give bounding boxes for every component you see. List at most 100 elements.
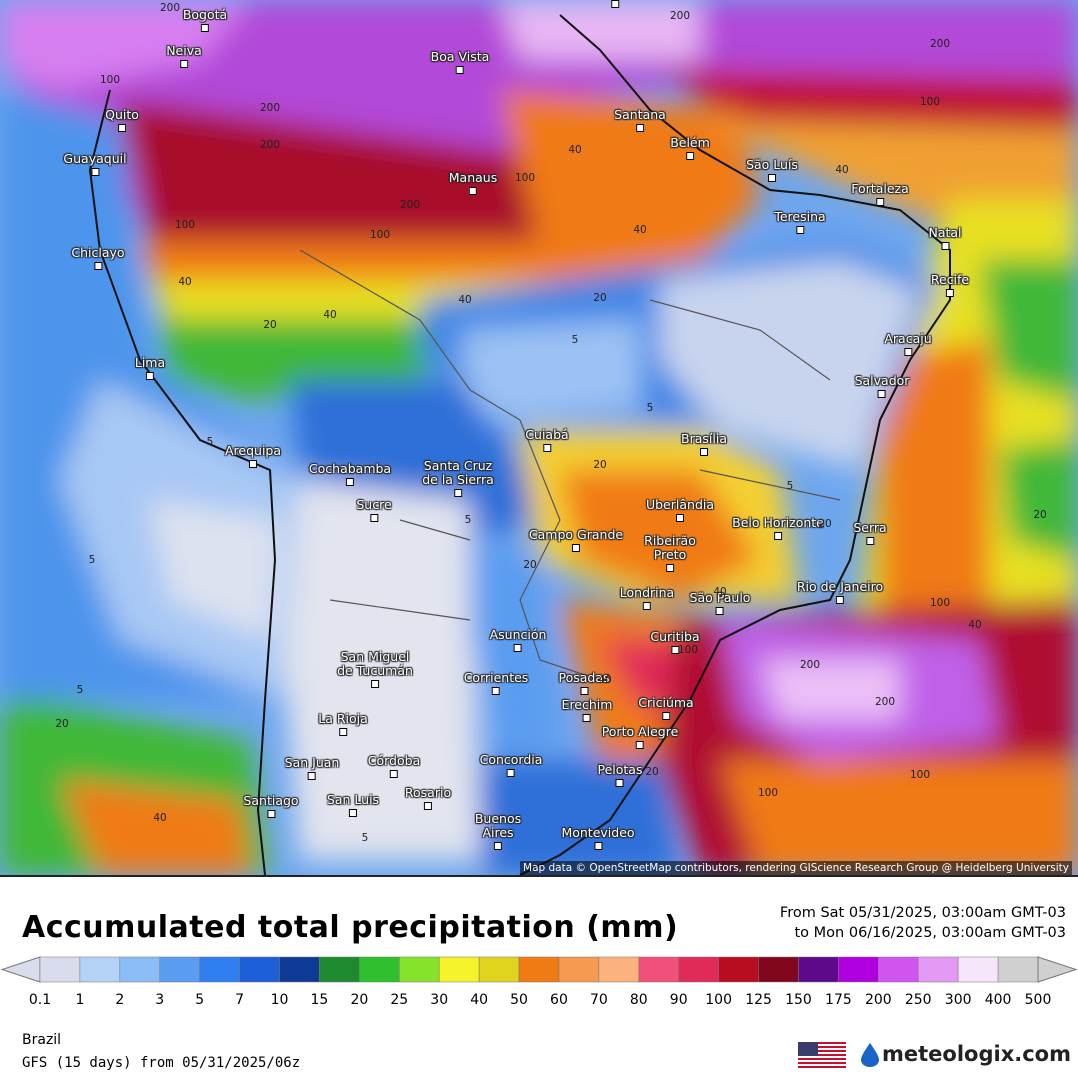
scale-box <box>957 956 999 983</box>
scale-box <box>159 956 200 983</box>
contour-label: 100 <box>99 74 121 86</box>
contour-label: 5 <box>646 402 654 414</box>
city-label: Ribeirão Preto <box>644 534 696 572</box>
city-label: Uberlândia <box>646 498 714 522</box>
scale-box <box>478 956 520 983</box>
city-label: Curitiba <box>650 630 699 654</box>
contour-label: 100 <box>677 644 699 656</box>
city-label: Santana <box>614 108 666 132</box>
region: Brazil <box>22 1032 62 1048</box>
scale-box <box>678 956 719 983</box>
scale-box <box>399 956 440 983</box>
scale-box <box>319 956 360 983</box>
scale-label: 175 <box>825 992 852 1008</box>
city-label: La Rioja <box>318 712 368 736</box>
city-label: Arequipa <box>225 444 281 468</box>
scale-label: 100 <box>705 992 732 1008</box>
contour-label: 200 <box>159 2 181 14</box>
city-label: Belém <box>670 136 710 160</box>
brand: meteologix.com <box>882 1042 1071 1066</box>
contour-label: 200 <box>259 102 281 114</box>
contour-label: 5 <box>88 554 96 566</box>
scale-box <box>558 956 600 983</box>
contour-label: 100 <box>929 597 951 609</box>
scale-label: 500 <box>1025 992 1052 1008</box>
legend-title: Accumulated total precipitation (mm) <box>22 910 679 945</box>
city-label: Córdoba <box>368 754 420 778</box>
contour-label: 20 <box>818 518 832 530</box>
contour-label: 20 <box>1033 509 1047 521</box>
city-label: San Luis <box>327 793 379 817</box>
scale-label: 90 <box>670 992 688 1008</box>
scale-box <box>997 956 1039 983</box>
city-label: Santa Cruz de la Sierra <box>422 459 494 497</box>
contour-label: 20 <box>523 559 537 571</box>
city-label: Pelotas <box>598 763 643 787</box>
city-label: Montevideo <box>561 826 634 850</box>
scale-arrow-right <box>1037 956 1078 983</box>
contour-label: 5 <box>786 480 794 492</box>
city-label: Rosario <box>405 786 451 810</box>
scale-label: 60 <box>550 992 568 1008</box>
us-flag <box>798 1042 846 1068</box>
city-label: Fortaleza <box>851 182 908 206</box>
color-scale: 0.1 1 2 3 5 7 10 15 20 25 30 40 50 60 70 80 90 100 125 150 1… <box>0 956 1078 1008</box>
city-label: Erechim <box>562 698 613 722</box>
scale-label: 150 <box>785 992 812 1008</box>
city-label: Concordia <box>480 753 543 777</box>
city-label: Cuiabá <box>525 428 568 452</box>
scale-label: 7 <box>235 992 244 1008</box>
contour-label: 40 <box>598 674 612 686</box>
city-label: Londrina <box>620 586 674 610</box>
contour-label: 20 <box>645 766 659 778</box>
contour-label: 40 <box>568 144 582 156</box>
scale-box <box>518 956 560 983</box>
scale-box <box>39 956 81 983</box>
city-label: San Miguel de Tucumán <box>337 650 413 688</box>
city-label: Bogotá <box>183 8 227 32</box>
contour-label: 40 <box>178 276 192 288</box>
scale-box <box>119 956 161 983</box>
contour-label: 40 <box>323 309 337 321</box>
contour-label: 40 <box>713 586 727 598</box>
city-label: Boa Vista <box>431 50 490 74</box>
scale-label: 25 <box>390 992 408 1008</box>
city-label: Guayaquil <box>63 152 126 176</box>
contour-label: 5 <box>206 436 214 448</box>
city-label: Rio de Janeiro <box>797 580 883 604</box>
contour-label: 200 <box>399 199 421 211</box>
attribution: Map data © OpenStreetMap contributors, r… <box>520 861 1072 875</box>
precipitation-map: Map data © OpenStreetMap contributors, r… <box>0 0 1078 875</box>
city-label: Salvador <box>855 374 910 398</box>
contour-label: 100 <box>919 96 941 108</box>
scale-label: 10 <box>271 992 289 1008</box>
brand-logo <box>861 1043 879 1067</box>
contour-label: 100 <box>369 229 391 241</box>
period-from: From Sat 05/31/2025, 03:00am GMT-03 <box>779 905 1066 921</box>
scale-box <box>838 956 879 983</box>
scale-label: 1 <box>75 992 84 1008</box>
scale-box <box>598 956 640 983</box>
city-label: Teresina <box>774 210 825 234</box>
contour-label: 20 <box>593 459 607 471</box>
city-label: Belo Horizonte <box>732 516 824 540</box>
city-label: São Luís <box>746 158 798 182</box>
scale-label: 5 <box>195 992 204 1008</box>
contour-label: 100 <box>909 769 931 781</box>
scale-box <box>79 956 121 983</box>
contour-label: 40 <box>458 294 472 306</box>
period-to: to Mon 06/16/2025, 03:00am GMT-03 <box>794 925 1067 941</box>
scale-label: 300 <box>945 992 972 1008</box>
legend-panel: Accumulated total precipitation (mm) Fro… <box>0 875 1078 1083</box>
city-label: Serra <box>853 521 886 545</box>
contour-label: 200 <box>874 696 896 708</box>
scale-label: 2 <box>115 992 124 1008</box>
scale-box <box>917 956 959 983</box>
city-label: Buenos Aires <box>475 812 521 850</box>
city-label: Chiclayo <box>71 246 124 270</box>
city-label: Recife <box>931 273 969 297</box>
scale-label: 125 <box>745 992 772 1008</box>
contour-label: 20 <box>55 718 69 730</box>
city-label: Campo Grande <box>529 528 623 552</box>
